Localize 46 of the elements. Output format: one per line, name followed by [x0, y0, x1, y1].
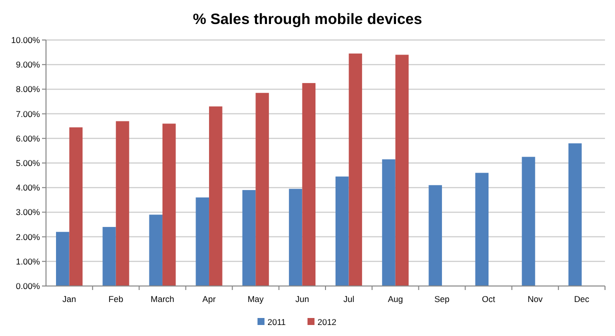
- x-tick-label: Sep: [434, 294, 450, 304]
- x-tick-label: Aug: [388, 294, 404, 304]
- bar: [428, 185, 442, 286]
- y-tick-label: 6.00%: [16, 133, 40, 144]
- bar: [522, 156, 536, 286]
- x-tick-label: Dec: [574, 294, 590, 304]
- bar: [302, 83, 316, 286]
- bar: [162, 124, 176, 286]
- y-tick-label: 1.00%: [16, 256, 40, 266]
- y-tick-label: 9.00%: [16, 60, 40, 70]
- bar: [475, 172, 489, 286]
- y-tick-label: 2.00%: [16, 232, 40, 242]
- bar: [382, 159, 396, 286]
- y-tick-label: 4.00%: [16, 182, 40, 193]
- x-tick-label: Feb: [108, 294, 124, 304]
- bar: [149, 214, 162, 286]
- x-tick-label: May: [248, 294, 264, 304]
- x-tick-label: Jul: [343, 294, 354, 304]
- bar: [56, 232, 70, 286]
- bar: [395, 54, 409, 286]
- x-tick-label: Nov: [528, 294, 544, 304]
- legend-label: 2012: [318, 317, 337, 327]
- bar: [288, 188, 302, 286]
- y-tick-label: 7.00%: [16, 108, 40, 119]
- bar: [242, 190, 256, 286]
- bar: [209, 106, 222, 286]
- bar: [116, 121, 130, 286]
- bar: [336, 176, 349, 286]
- x-tick-label: Apr: [202, 294, 216, 304]
- bar: [568, 143, 582, 286]
- y-tick-label: 8.00%: [16, 84, 40, 94]
- y-tick-label: 0.00%: [16, 280, 40, 291]
- legend-label: 2011: [268, 317, 286, 327]
- x-tick-label: Jun: [295, 294, 310, 304]
- bar: [256, 92, 269, 286]
- x-tick-label: Jan: [62, 294, 76, 304]
- bar: [69, 127, 83, 286]
- x-tick-label: Oct: [482, 294, 496, 304]
- chart-title: % Sales through mobile devices: [192, 11, 422, 28]
- y-tick-label: 3.00%: [16, 207, 40, 218]
- y-tick-label: 10.00%: [11, 34, 40, 45]
- bar: [196, 197, 210, 286]
- bar: [102, 226, 116, 286]
- bar: [348, 54, 362, 286]
- y-tick-label: 5.00%: [16, 158, 40, 168]
- x-tick-label: March: [150, 294, 175, 304]
